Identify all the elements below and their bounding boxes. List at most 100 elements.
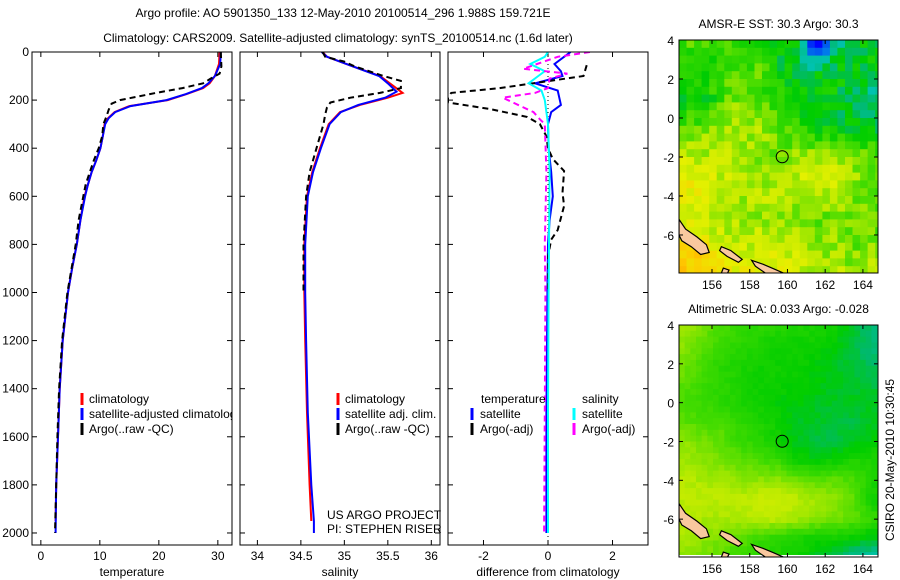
heatmap-cell bbox=[852, 79, 861, 88]
heatmap-cell bbox=[814, 389, 822, 396]
heatmap-cell bbox=[707, 330, 714, 338]
heatmap-cell bbox=[848, 406, 856, 413]
heatmap-cell bbox=[752, 459, 759, 466]
y-tick-label: 0 bbox=[667, 112, 674, 126]
heatmap-cell bbox=[814, 488, 822, 495]
y-tick-label: 200 bbox=[9, 93, 29, 107]
heatmap-cell bbox=[686, 188, 695, 197]
heatmap-cell bbox=[871, 488, 878, 495]
heatmap-cell bbox=[724, 528, 731, 536]
heatmap-cell bbox=[696, 383, 703, 390]
heatmap-cell bbox=[822, 94, 831, 103]
heatmap-cell bbox=[746, 429, 754, 437]
map-title: AMSR-E SST: 30.3 Argo: 30.3 bbox=[698, 17, 858, 31]
heatmap-cell bbox=[684, 441, 691, 448]
heatmap-cell bbox=[679, 211, 688, 220]
heatmap-cell bbox=[797, 528, 805, 536]
heatmap-cell bbox=[860, 172, 869, 181]
heatmap-cell bbox=[746, 534, 754, 542]
heatmap-cell bbox=[871, 383, 878, 390]
heatmap-cell bbox=[871, 505, 878, 512]
y-tick-label: 4 bbox=[667, 34, 674, 48]
heatmap-cell bbox=[809, 429, 816, 437]
heatmap-cell bbox=[729, 330, 737, 338]
heatmap-cell bbox=[684, 476, 691, 483]
heatmap-cell bbox=[792, 102, 801, 111]
heatmap-cell bbox=[797, 464, 805, 472]
heatmap-cell bbox=[724, 348, 731, 355]
heatmap-cell bbox=[792, 157, 801, 166]
heatmap-cell bbox=[848, 488, 856, 495]
heatmap-cell bbox=[822, 180, 831, 189]
heatmap-cell bbox=[746, 164, 755, 174]
heatmap-cell bbox=[724, 482, 731, 489]
heatmap-cell bbox=[786, 528, 793, 536]
heatmap-cell bbox=[775, 348, 782, 355]
heatmap-cell bbox=[845, 86, 854, 96]
heatmap-cell bbox=[865, 552, 872, 557]
heatmap-cell bbox=[786, 493, 793, 501]
heatmap-cell bbox=[684, 383, 691, 390]
heatmap-cell bbox=[758, 418, 765, 425]
heatmap-cell bbox=[690, 470, 697, 477]
heatmap-cell bbox=[690, 336, 697, 343]
heatmap-cell bbox=[831, 546, 839, 553]
heatmap-cell bbox=[679, 79, 688, 88]
heatmap-cell bbox=[741, 546, 748, 553]
heatmap-cell bbox=[854, 493, 861, 501]
heatmap-cell bbox=[792, 540, 799, 547]
heatmap-cell bbox=[784, 266, 793, 273]
heatmap-cell bbox=[829, 125, 838, 135]
heatmap-cell bbox=[746, 424, 754, 431]
heatmap-cell bbox=[780, 325, 788, 332]
heatmap-cell bbox=[845, 63, 854, 72]
heatmap-cell bbox=[690, 499, 697, 507]
heatmap-cell bbox=[769, 394, 776, 402]
heatmap-cell bbox=[865, 435, 872, 443]
land-polygon bbox=[750, 259, 785, 273]
heatmap-cell bbox=[837, 164, 846, 174]
heatmap-cell bbox=[826, 534, 833, 542]
heatmap-cell bbox=[854, 424, 861, 431]
heatmap-cell bbox=[701, 505, 708, 512]
heatmap-cell bbox=[679, 546, 686, 553]
heatmap-cell bbox=[792, 528, 799, 536]
heatmap-cell bbox=[814, 534, 822, 542]
heatmap-cell bbox=[731, 180, 740, 189]
heatmap-cell bbox=[814, 400, 822, 408]
heatmap-cell bbox=[826, 517, 833, 524]
heatmap-cell bbox=[769, 528, 776, 536]
heatmap-cell bbox=[741, 412, 748, 419]
heatmap-cell bbox=[852, 110, 861, 119]
heatmap-cell bbox=[865, 354, 872, 361]
heatmap-cell bbox=[762, 149, 771, 158]
heatmap-cell bbox=[854, 476, 861, 483]
x-tick-label: 164 bbox=[853, 278, 873, 292]
heatmap-cell bbox=[724, 365, 731, 373]
heatmap-cell bbox=[814, 394, 822, 402]
heatmap-cell bbox=[724, 157, 733, 166]
heatmap-cell bbox=[837, 493, 844, 501]
heatmap-cell bbox=[679, 523, 686, 530]
heatmap-cell bbox=[731, 149, 740, 158]
heatmap-cell bbox=[867, 102, 876, 111]
heatmap-cell bbox=[713, 371, 720, 378]
heatmap-cell bbox=[762, 79, 771, 88]
heatmap-cell bbox=[731, 94, 740, 103]
heatmap-cell bbox=[852, 141, 861, 150]
heatmap-cell bbox=[848, 540, 856, 547]
heatmap-cell bbox=[826, 552, 833, 557]
heatmap-cell bbox=[809, 325, 816, 332]
heatmap-cell bbox=[690, 389, 697, 396]
heatmap-cell bbox=[769, 359, 776, 367]
heatmap-cell bbox=[822, 188, 831, 197]
heatmap-cell bbox=[803, 459, 810, 466]
heatmap-cell bbox=[769, 523, 776, 530]
y-tick-label: 0 bbox=[22, 45, 29, 59]
heatmap-cell bbox=[777, 63, 786, 72]
heatmap-cell bbox=[843, 441, 850, 448]
heatmap-cell bbox=[809, 359, 816, 367]
heatmap-cell bbox=[746, 141, 755, 150]
heatmap-cell bbox=[775, 330, 782, 338]
heatmap-cell bbox=[843, 523, 850, 530]
